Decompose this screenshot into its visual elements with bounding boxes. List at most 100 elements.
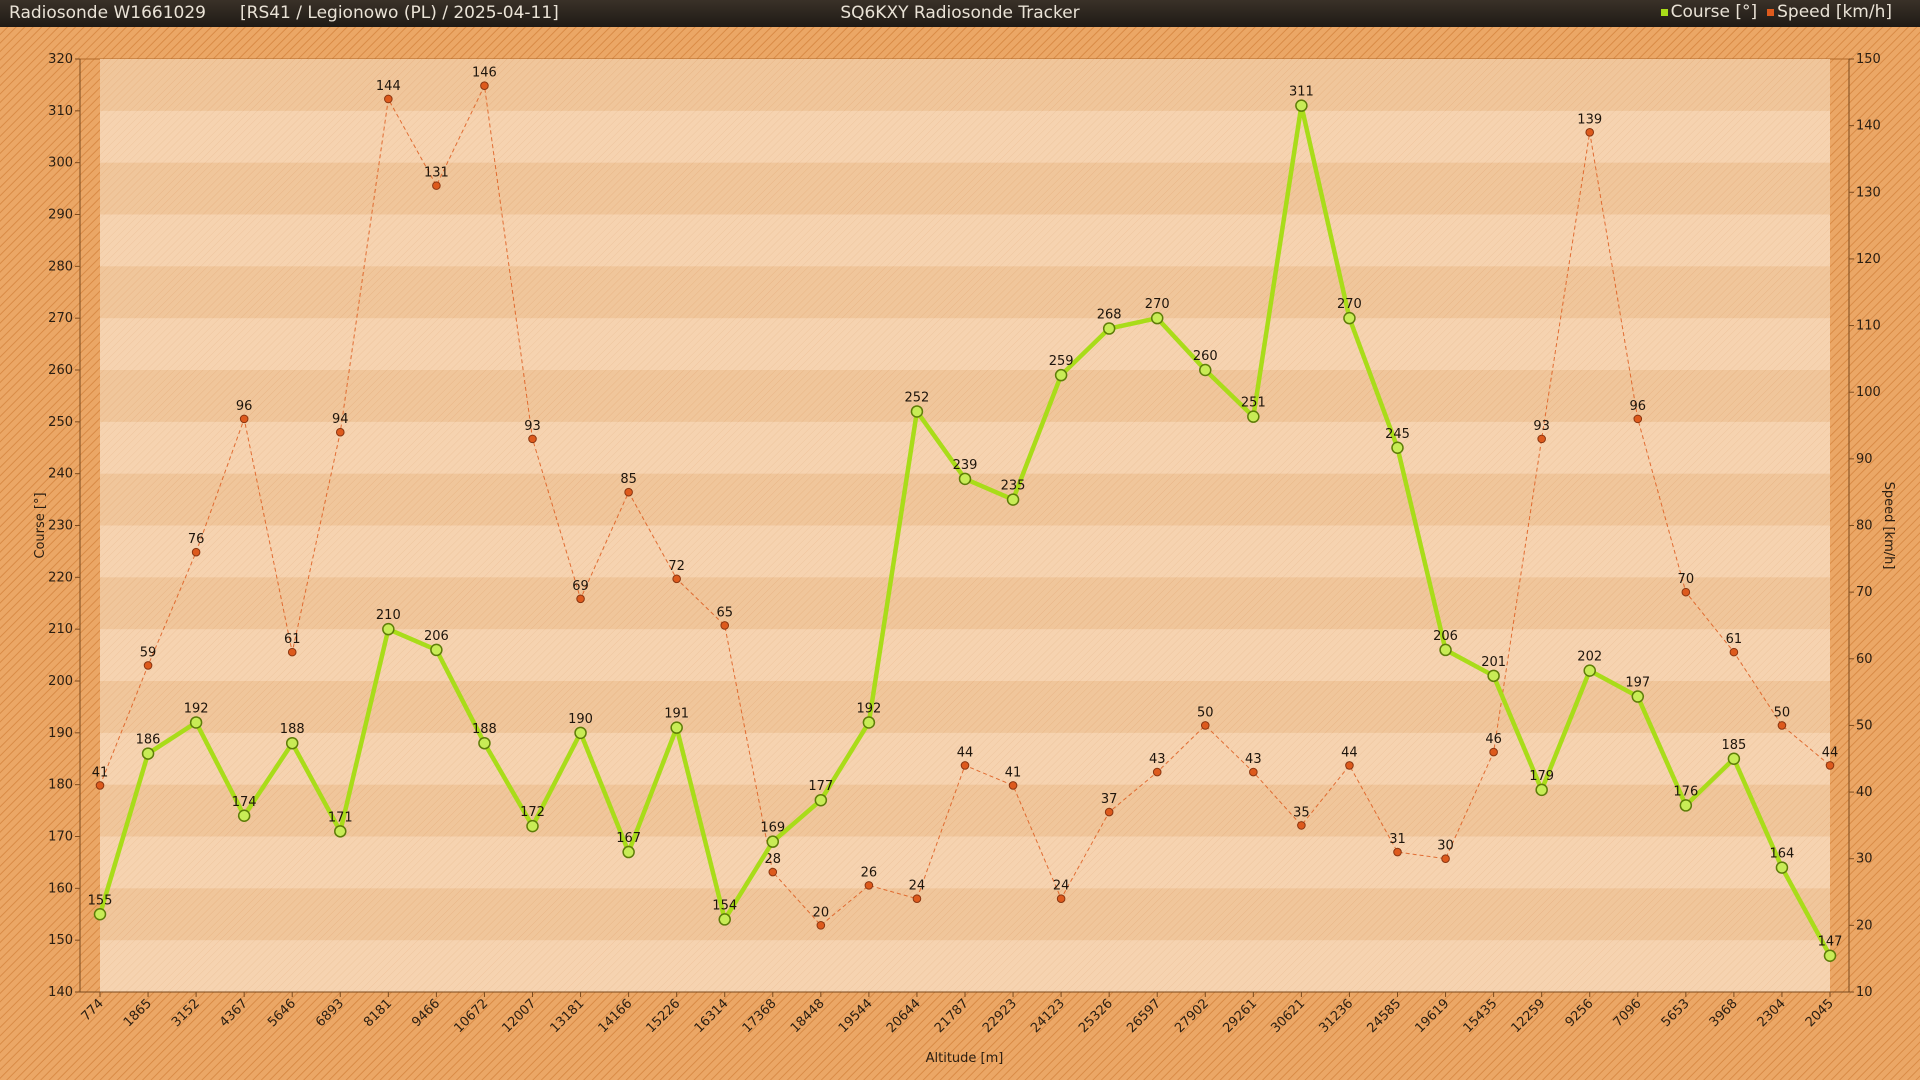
course-point (237, 809, 251, 823)
speed-data-label: 30 (1437, 839, 1454, 854)
y-tick-label: 310 (48, 104, 73, 119)
legend-label-speed: Speed [km/h] (1777, 2, 1892, 22)
course-point (1054, 368, 1068, 382)
speed-data-label: 72 (668, 559, 685, 574)
x-axis-label: Altitude [m] (926, 1051, 1004, 1066)
speed-data-label: 24 (909, 879, 926, 894)
course-data-label: 188 (280, 722, 305, 737)
speed-data-label: 139 (1577, 112, 1602, 127)
speed-point (1825, 761, 1835, 770)
course-data-label: 191 (664, 707, 689, 722)
y2-tick-label: 50 (1856, 718, 1873, 733)
course-point (1823, 949, 1837, 962)
course-data-label: 179 (1529, 769, 1554, 784)
course-point (1199, 363, 1212, 377)
grid-band (100, 214, 1830, 267)
course-speed-chart: 140 150 160 170 180 190 200 210 220 230 240 250 260 2… (0, 27, 1920, 1080)
y-tick-label: 270 (48, 311, 73, 326)
y2-axis-label: Speed [km/h] (1881, 482, 1896, 570)
speed-point (1152, 767, 1162, 777)
speed-point (384, 94, 393, 104)
speed-point (1489, 747, 1498, 757)
course-data-label: 259 (1049, 354, 1074, 369)
course-data-label: 172 (520, 805, 545, 820)
grid-band (100, 888, 1830, 941)
course-data-label: 252 (905, 390, 930, 405)
y-tick-label: 160 (48, 881, 73, 896)
speed-data-label: 37 (1101, 792, 1118, 807)
course-data-label: 201 (1481, 655, 1506, 670)
speed-point (335, 427, 345, 437)
speed-data-label: 94 (332, 412, 349, 427)
speed-data-label: 28 (765, 852, 782, 867)
course-point (189, 716, 203, 729)
grid-band (100, 681, 1830, 733)
speed-point (672, 574, 681, 584)
course-data-label: 206 (424, 629, 449, 644)
sonde-title: Radiosonde W1661029 (9, 3, 206, 23)
course-data-label: 311 (1289, 85, 1314, 100)
grid-band (100, 162, 1830, 215)
grid-band (100, 577, 1830, 630)
legend-item-speed: Speed [km/h] (1767, 2, 1892, 22)
speed-data-label: 43 (1245, 752, 1262, 767)
course-point (670, 721, 683, 734)
y-tick-label: 280 (48, 259, 73, 274)
speed-point (1729, 647, 1739, 657)
y-tick-label: 150 (48, 933, 73, 948)
course-data-label: 185 (1721, 738, 1746, 753)
grid-band (100, 266, 1830, 319)
speed-point (1537, 434, 1546, 444)
legend-swatch-speed (1767, 8, 1775, 16)
y-tick-label: 250 (48, 415, 73, 430)
speed-data-label: 43 (1149, 752, 1166, 767)
course-data-label: 270 (1145, 297, 1170, 312)
plot-area (100, 59, 1830, 992)
speed-data-label: 93 (1533, 419, 1550, 434)
y-tick-label: 170 (48, 830, 73, 845)
y-tick-label: 300 (48, 156, 73, 171)
course-point (334, 825, 347, 838)
title-bar: Radiosonde W1661029 [RS41 / Legionowo (P… (0, 0, 1920, 27)
speed-point (1200, 721, 1210, 730)
course-data-label: 171 (328, 810, 353, 825)
speed-data-label: 24 (1053, 879, 1070, 894)
grid-band (100, 370, 1830, 422)
y2-tick-label: 140 (1856, 119, 1881, 134)
speed-data-label: 44 (1822, 745, 1839, 760)
y-tick-label: 290 (48, 208, 73, 223)
course-point (1775, 861, 1789, 874)
speed-point (1104, 807, 1114, 817)
grid-band (100, 732, 1830, 785)
speed-point (1249, 767, 1258, 777)
course-point (1727, 752, 1741, 765)
course-data-label: 270 (1337, 297, 1362, 312)
speed-data-label: 85 (620, 472, 637, 487)
course-point (382, 622, 395, 636)
y2-tick-label: 90 (1856, 452, 1873, 467)
speed-point (768, 867, 778, 877)
course-data-label: 174 (232, 795, 257, 810)
course-data-label: 176 (1673, 784, 1698, 799)
y2-tick-label: 110 (1856, 319, 1881, 334)
speed-point (864, 881, 874, 890)
speed-data-label: 61 (1726, 632, 1743, 647)
course-point (526, 819, 539, 833)
speed-point (816, 921, 826, 930)
course-point (622, 845, 635, 859)
y2-tick-label: 120 (1856, 252, 1881, 267)
course-point (1343, 311, 1356, 325)
y2-tick-label: 40 (1856, 785, 1873, 800)
speed-point (239, 414, 249, 424)
course-point (430, 643, 443, 657)
course-data-label: 192 (184, 701, 209, 716)
course-data-label: 245 (1385, 427, 1410, 442)
course-point (1487, 669, 1500, 683)
course-point (1391, 441, 1404, 454)
legend-label-course: Course [°] (1670, 2, 1758, 22)
speed-point (432, 181, 441, 190)
speed-data-label: 44 (957, 745, 974, 760)
y-tick-label: 180 (48, 778, 73, 793)
course-point (1535, 783, 1548, 797)
course-point (766, 835, 780, 848)
